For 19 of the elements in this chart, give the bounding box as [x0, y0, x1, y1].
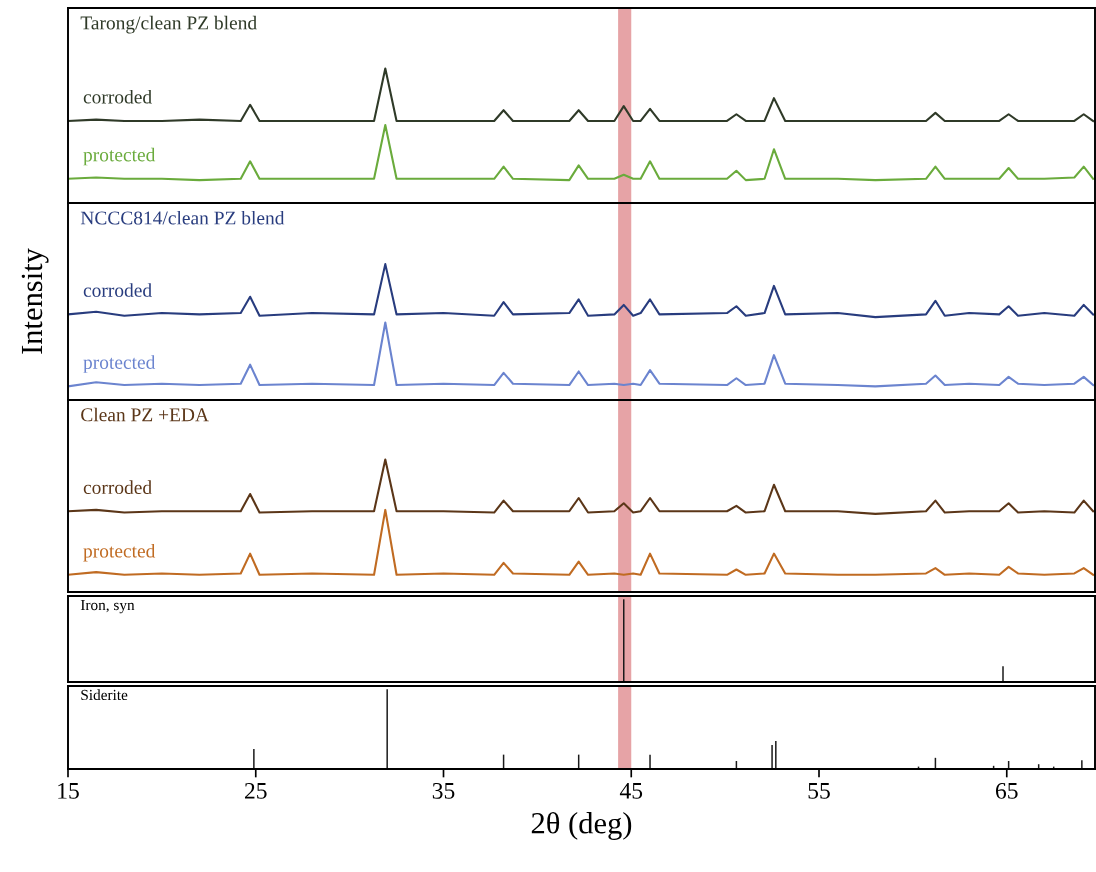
chart-title: NCCC814/clean PZ blend	[80, 210, 285, 225]
chart-title: Siderite	[81, 689, 128, 701]
y-axis-title: Intensity	[21, 248, 49, 354]
series-label: corroded	[83, 89, 152, 104]
x-tick-label: 35	[432, 782, 455, 799]
series-label: protected	[83, 543, 156, 562]
series-label: protected	[83, 147, 156, 166]
x-tick-label: 45	[619, 783, 643, 799]
x-tick-label: 55	[808, 783, 830, 799]
series-label: protected	[83, 355, 156, 373]
chart-title: Clean PZ +EDA	[81, 407, 209, 422]
series-label: corroded	[83, 283, 152, 297]
x-tick-label: 25	[244, 782, 267, 799]
chart-title: Iron, syn	[80, 599, 135, 614]
series-label: corroded	[83, 480, 152, 495]
x-axis-title: 2θ (deg)	[531, 811, 632, 840]
chart-title: Tarong/clean PZ blend	[80, 15, 257, 34]
x-tick-label: 15	[58, 782, 79, 799]
x-tick-label: 65	[995, 782, 1018, 799]
